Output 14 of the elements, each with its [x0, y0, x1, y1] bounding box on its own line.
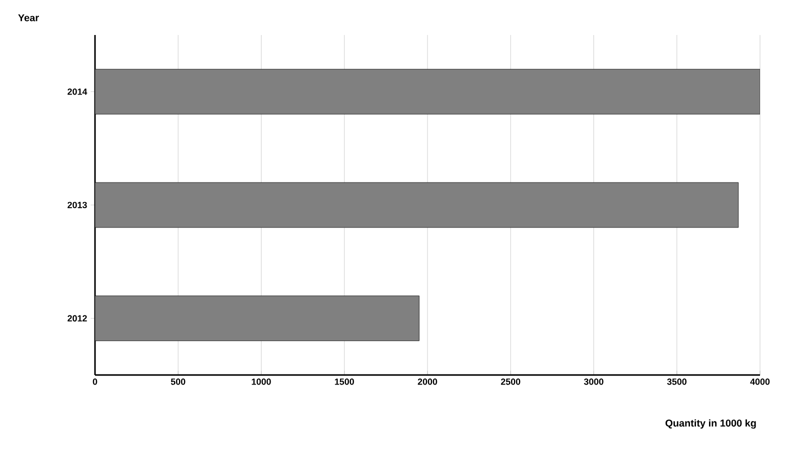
x-axis-title: Quantity in 1000 kg — [666, 419, 756, 429]
x-tick-label: 1500 — [334, 378, 354, 385]
x-tick-label: 2500 — [500, 378, 520, 385]
x-tick-label: 3500 — [667, 378, 686, 385]
y-tick-label: 2012 — [68, 315, 87, 322]
x-tick-label: 1000 — [252, 378, 271, 385]
y-tick-label: 2013 — [68, 202, 87, 208]
x-tick-label: 0 — [92, 378, 98, 385]
x-tick-label: 500 — [170, 378, 186, 385]
y-tick-label: 2014 — [68, 88, 88, 95]
x-tick-label: 2000 — [418, 378, 438, 385]
x-tick-label: 3000 — [584, 378, 604, 385]
x-tick-label: 4000 — [750, 378, 770, 385]
y-axis-title: Year — [18, 14, 39, 22]
